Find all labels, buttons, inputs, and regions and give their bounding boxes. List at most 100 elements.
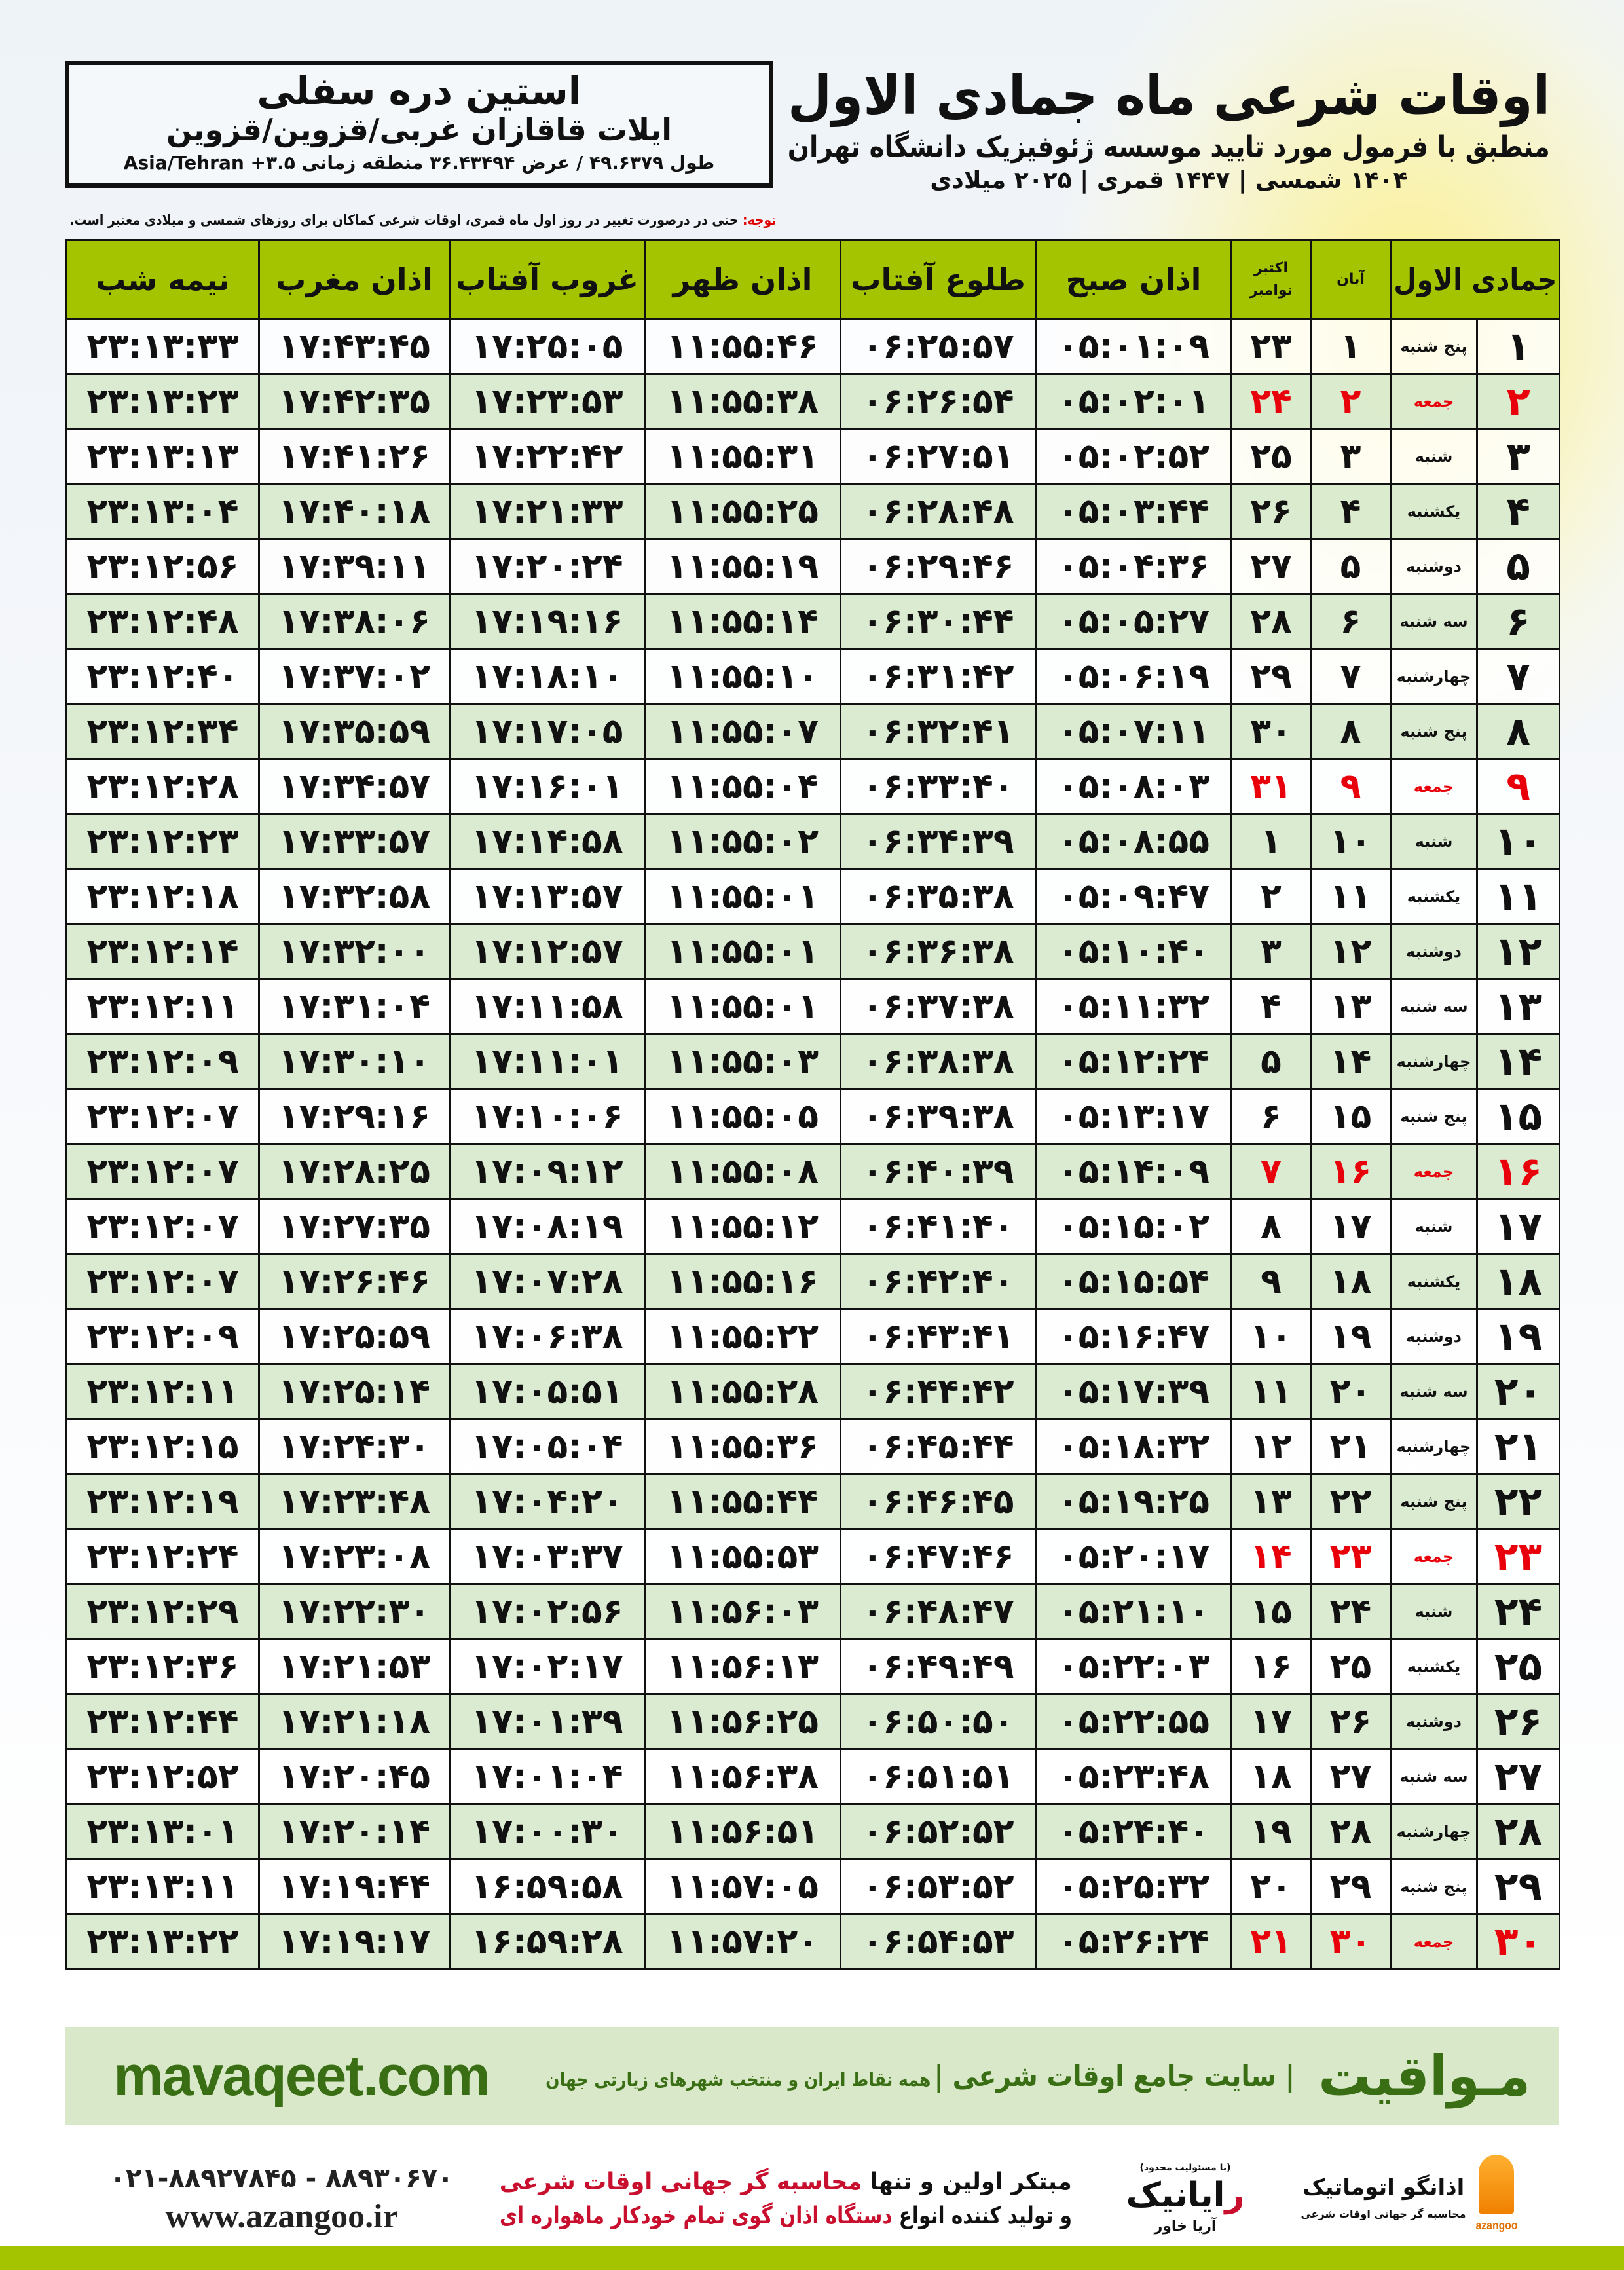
azangoo-tag: محاسبه گر جهانی اوقات شرعی: [1301, 2207, 1466, 2220]
header-aban-label: آبان: [1337, 270, 1365, 288]
fajr-time: ۰۵:۱۷:۳۹: [1057, 1371, 1210, 1411]
day-number-cell: ۱۰: [1476, 813, 1561, 870]
fajr-time: ۰۵:۰۱:۰۹: [1057, 326, 1210, 366]
maghrib-time-cell: ۱۷:۲۷:۳۵: [258, 1198, 451, 1255]
contact-info: ۰۲۱-۸۸۹۲۷۸۴۵ - ۸۸۹۳۰۶۷۰ www.azangoo.ir: [85, 2161, 478, 2237]
maghrib-time: ۱۷:۲۷:۳۵: [278, 1206, 431, 1246]
table-row: ۸ پنج شنبه ۸ ۳۰ ۰۵:۰۷:۱۱ ۰۶:۳۲:۴۱ ۱۱:۵۵:۰۷ ۱۷:۱…: [65, 703, 1561, 760]
gregorian-date: ۲۵: [1250, 436, 1292, 476]
maghrib-time: ۱۷:۱۹:۴۴: [278, 1867, 431, 1907]
weekday: جمعه: [1413, 392, 1454, 411]
sunset-time-cell: ۱۷:۰۴:۲۰: [449, 1473, 646, 1530]
mavaqeet-url[interactable]: mavaqeet.com: [113, 2044, 490, 2108]
weekday: پنج شنبه: [1400, 1877, 1467, 1896]
aban-date: ۱۶: [1329, 1151, 1372, 1191]
weekday: جمعه: [1413, 1932, 1454, 1951]
prayer-times-table: جمادی الاول آبان اکتبر نوامبر اذان صبح طل…: [65, 239, 1561, 1970]
maghrib-time: ۱۷:۲۸:۲۵: [278, 1151, 431, 1191]
table-row: ۱۷ شنبه ۱۷ ۸ ۰۵:۱۵:۰۲ ۰۶:۴۱:۴۰ ۱۱:۵۵:۱۲ ۱۷:۰۸:۱…: [65, 1198, 1561, 1255]
page-title: اوقات شرعی ماه جمادی الاول: [787, 64, 1551, 127]
midnight-time-cell: ۲۳:۱۲:۱۱: [65, 1363, 260, 1420]
midnight-time-cell: ۲۳:۱۲:۳۶: [65, 1638, 260, 1695]
dhuhr-time-cell: ۱۱:۵۵:۱۶: [644, 1253, 841, 1310]
fajr-time: ۰۵:۰۷:۱۱: [1057, 711, 1210, 751]
sunrise-time-cell: ۰۶:۵۱:۵۱: [840, 1748, 1037, 1805]
sunset-time: ۱۷:۲۵:۰۵: [471, 326, 623, 366]
sunrise-time: ۰۶:۵۲:۵۲: [862, 1812, 1014, 1851]
gregorian-date: ۱: [1261, 821, 1282, 861]
midnight-time-cell: ۲۳:۱۲:۴۰: [65, 648, 260, 705]
midnight-time-cell: ۲۳:۱۲:۱۸: [65, 868, 260, 925]
fajr-time: ۰۵:۱۶:۴۷: [1057, 1316, 1210, 1356]
sunset-time: ۱۷:۰۳:۳۷: [471, 1536, 623, 1576]
weekday: یکشنبه: [1407, 502, 1461, 521]
midnight-time-cell: ۲۳:۱۲:۴۸: [65, 593, 260, 650]
sunset-time-cell: ۱۷:۰۶:۳۸: [449, 1308, 646, 1365]
table-row: ۲۳ جمعه ۲۳ ۱۴ ۰۵:۲۰:۱۷ ۰۶:۴۷:۴۶ ۱۱:۵۵:۵۳ ۱۷:۰۳:…: [65, 1528, 1561, 1585]
sunset-time: ۱۷:۱۶:۰۱: [471, 766, 623, 806]
weekday-cell: پنج شنبه: [1389, 1473, 1479, 1530]
sunset-time: ۱۷:۰۱:۳۹: [471, 1702, 623, 1741]
aban-date: ۲۰: [1329, 1371, 1372, 1411]
rayanik-name-b: ایانیک: [1126, 2176, 1225, 2215]
fajr-time: ۰۵:۰۶:۱۹: [1057, 656, 1210, 696]
aban-date: ۲۳: [1329, 1536, 1372, 1576]
day-number: ۱۶: [1494, 1148, 1543, 1195]
weekday: دوشنبه: [1406, 1327, 1462, 1346]
table-row: ۱۶ جمعه ۱۶ ۷ ۰۵:۱۴:۰۹ ۰۶:۴۰:۳۹ ۱۱:۵۵:۰۸ ۱۷:۰۹:۱…: [65, 1143, 1561, 1200]
dhuhr-time: ۱۱:۵۵:۰۸: [666, 1151, 819, 1191]
header-aban: آبان: [1310, 239, 1392, 320]
midnight-time-cell: ۲۳:۱۳:۰۴: [65, 483, 260, 540]
weekday-cell: شنبه: [1389, 1583, 1479, 1640]
midnight-time: ۲۳:۱۲:۳۴: [86, 711, 239, 751]
day-number: ۱۴: [1494, 1038, 1543, 1085]
day-number: ۲۶: [1494, 1698, 1543, 1745]
gregorian-date: ۳: [1261, 931, 1282, 971]
sunset-time-cell: ۱۶:۵۹:۲۸: [449, 1913, 646, 1970]
sunset-time: ۱۷:۰۵:۰۴: [471, 1426, 623, 1466]
header-november: نوامبر: [1249, 282, 1293, 299]
weekday-cell: دوشنبه: [1389, 923, 1479, 980]
sunrise-time: ۰۶:۲۸:۴۸: [862, 491, 1014, 531]
maghrib-time: ۱۷:۳۴:۵۷: [278, 766, 431, 806]
dhuhr-time-cell: ۱۱:۵۵:۴۶: [644, 318, 841, 375]
table-row: ۲ جمعه ۲ ۲۴ ۰۵:۰۲:۰۱ ۰۶:۲۶:۵۴ ۱۱:۵۵:۳۸ ۱۷:۲۳:۵۳…: [65, 373, 1561, 430]
maghrib-time: ۱۷:۳۲:۵۸: [278, 876, 431, 916]
dhuhr-time: ۱۱:۵۵:۲۵: [666, 491, 819, 531]
dhuhr-time-cell: ۱۱:۵۵:۱۴: [644, 593, 841, 650]
maghrib-time-cell: ۱۷:۳۲:۵۸: [258, 868, 451, 925]
fajr-time: ۰۵:۱۰:۴۰: [1057, 931, 1210, 971]
midnight-time: ۲۳:۱۳:۳۳: [86, 326, 239, 366]
dhuhr-time-cell: ۱۱:۵۵:۲۵: [644, 483, 841, 540]
maghrib-time: ۱۷:۲۱:۱۸: [278, 1702, 431, 1741]
dhuhr-time-cell: ۱۱:۵۶:۵۱: [644, 1803, 841, 1860]
sunset-time-cell: ۱۷:۲۳:۵۳: [449, 373, 646, 430]
azangoo-url[interactable]: www.azangoo.ir: [165, 2197, 398, 2235]
sunrise-time-cell: ۰۶:۴۵:۴۴: [840, 1418, 1037, 1475]
dhuhr-time: ۱۱:۵۵:۰۱: [666, 986, 819, 1026]
weekday: یکشنبه: [1407, 887, 1461, 906]
weekday-cell: جمعه: [1389, 1913, 1479, 1970]
day-number-cell: ۲۱: [1476, 1418, 1561, 1475]
day-number-cell: ۷: [1476, 648, 1561, 705]
day-number: ۱۹: [1494, 1313, 1543, 1360]
header-gregorian: اکتبر نوامبر: [1230, 239, 1312, 320]
table-row: ۵ دوشنبه ۵ ۲۷ ۰۵:۰۴:۳۶ ۰۶:۲۹:۴۶ ۱۱:۵۵:۱۹ ۱۷:۲۰:…: [65, 538, 1561, 595]
sunset-time-cell: ۱۷:۱۱:۵۸: [449, 978, 646, 1035]
maghrib-time: ۱۷:۲۵:۵۹: [278, 1316, 431, 1356]
aban-date: ۳: [1340, 436, 1361, 476]
aban-date-cell: ۱۶: [1310, 1143, 1392, 1200]
sunrise-time-cell: ۰۶:۳۱:۴۲: [840, 648, 1037, 705]
dhuhr-time: ۱۱:۵۵:۰۷: [666, 711, 819, 751]
dhuhr-time-cell: ۱۱:۵۵:۰۱: [644, 923, 841, 980]
sunset-time: ۱۷:۱۱:۵۸: [471, 986, 623, 1026]
day-number-cell: ۲: [1476, 373, 1561, 430]
midnight-time-cell: ۲۳:۱۲:۴۴: [65, 1693, 260, 1750]
table-row: ۲۴ شنبه ۲۴ ۱۵ ۰۵:۲۱:۱۰ ۰۶:۴۸:۴۷ ۱۱:۵۶:۰۳ ۱۷:۰۲:…: [65, 1583, 1561, 1640]
gregorian-date-cell: ۲۹: [1230, 648, 1312, 705]
fajr-time: ۰۵:۱۴:۰۹: [1057, 1151, 1210, 1191]
dhuhr-time: ۱۱:۵۵:۳۸: [666, 381, 819, 421]
gregorian-date-cell: ۱۸: [1230, 1748, 1312, 1805]
header-midnight: نیمه شب: [65, 239, 260, 320]
gregorian-date: ۷: [1261, 1151, 1282, 1191]
